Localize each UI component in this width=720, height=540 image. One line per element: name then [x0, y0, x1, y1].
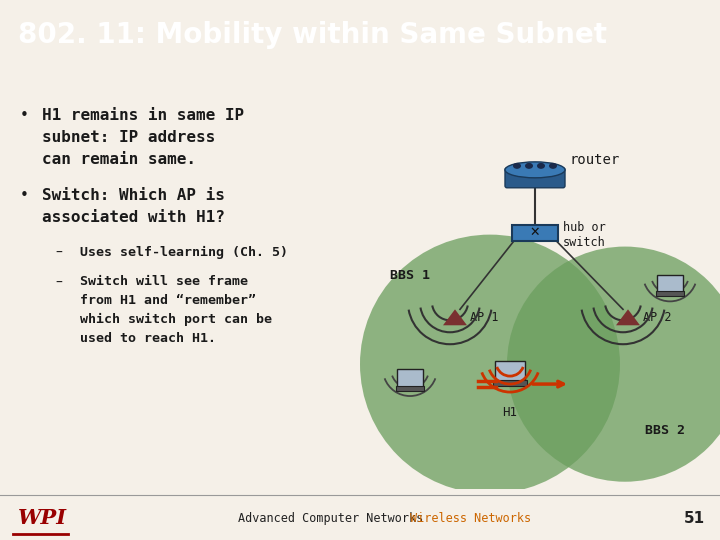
Text: AP 2: AP 2: [643, 311, 672, 324]
Text: AP 1: AP 1: [470, 311, 498, 324]
FancyBboxPatch shape: [657, 275, 683, 292]
Ellipse shape: [513, 163, 521, 169]
Text: H1 remains in same IP: H1 remains in same IP: [42, 108, 244, 123]
Text: •: •: [20, 188, 29, 203]
Text: hub or
switch: hub or switch: [563, 221, 606, 248]
Text: 51: 51: [684, 511, 705, 526]
Polygon shape: [655, 291, 685, 296]
Text: WPI: WPI: [18, 509, 67, 529]
Ellipse shape: [537, 163, 545, 169]
Text: associated with H1?: associated with H1?: [42, 210, 225, 225]
Text: which switch port can be: which switch port can be: [80, 313, 272, 326]
Ellipse shape: [549, 163, 557, 169]
Text: router: router: [570, 153, 620, 167]
Text: ✕: ✕: [530, 226, 540, 239]
Ellipse shape: [360, 234, 620, 494]
Ellipse shape: [525, 163, 533, 169]
Text: Uses self-learning (Ch. 5): Uses self-learning (Ch. 5): [80, 246, 288, 259]
Text: subnet: IP address: subnet: IP address: [42, 130, 215, 145]
FancyBboxPatch shape: [495, 361, 525, 381]
Text: can remain same.: can remain same.: [42, 152, 196, 167]
Ellipse shape: [507, 247, 720, 482]
Polygon shape: [395, 386, 425, 391]
Text: Advanced Computer Networks: Advanced Computer Networks: [238, 512, 423, 525]
Text: BBS 1: BBS 1: [390, 269, 430, 282]
Text: Switch will see frame: Switch will see frame: [80, 275, 248, 288]
Text: Wireless Networks: Wireless Networks: [410, 512, 531, 525]
Text: from H1 and “remember”: from H1 and “remember”: [80, 294, 256, 307]
Ellipse shape: [505, 162, 565, 178]
FancyBboxPatch shape: [512, 225, 558, 241]
Text: 802. 11: Mobility within Same Subnet: 802. 11: Mobility within Same Subnet: [18, 21, 607, 49]
Text: Switch: Which AP is: Switch: Which AP is: [42, 188, 225, 203]
Polygon shape: [493, 380, 527, 386]
Text: H1: H1: [503, 406, 518, 419]
Polygon shape: [443, 309, 467, 325]
FancyBboxPatch shape: [505, 168, 565, 188]
Text: –: –: [55, 246, 62, 260]
FancyBboxPatch shape: [397, 369, 423, 387]
Text: –: –: [55, 275, 62, 289]
Text: used to reach H1.: used to reach H1.: [80, 332, 216, 345]
Text: BBS 2: BBS 2: [645, 424, 685, 437]
Text: •: •: [20, 108, 29, 123]
Polygon shape: [616, 309, 640, 325]
